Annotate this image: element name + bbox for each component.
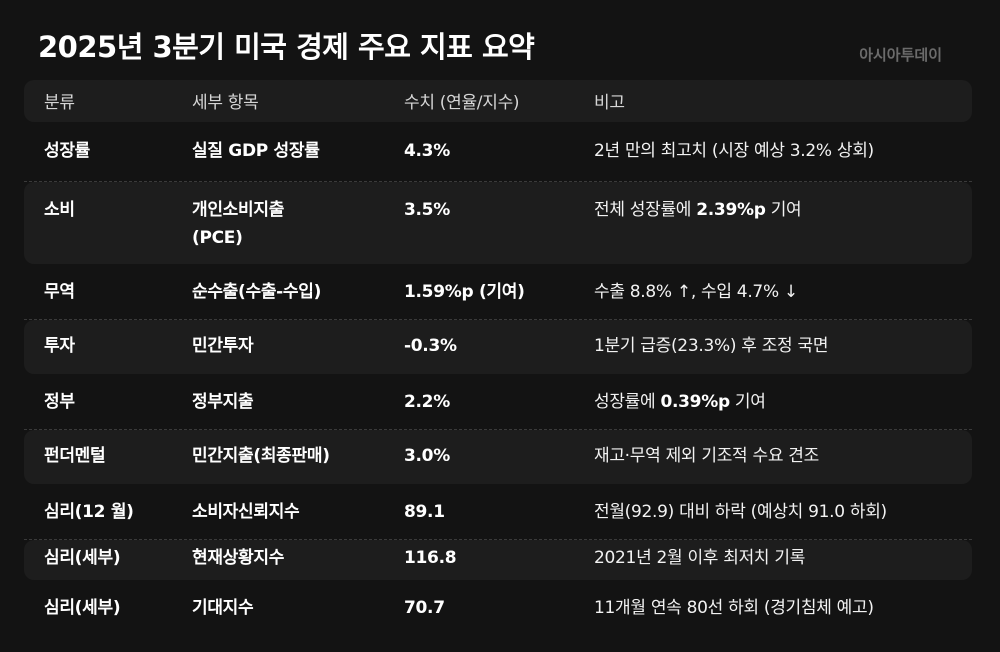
page-title: 2025년 3분기 미국 경제 주요 지표 요약 — [38, 30, 535, 64]
row-value: 70.7 — [404, 598, 445, 618]
row-value: 89.1 — [404, 502, 445, 522]
row-item: 개인소비지출 (PCE) — [192, 200, 285, 248]
row-item: 순수출(수출-수입) — [192, 282, 322, 302]
row-note: 2년 만의 최고치 (시장 예상 3.2% 상회) — [594, 141, 874, 161]
header-item: 세부 항목 — [192, 93, 259, 113]
row-note: 성장률에 0.39%p 기여 — [594, 392, 766, 412]
row-value: 116.8 — [404, 548, 457, 568]
row-category: 투자 — [44, 336, 75, 356]
source-watermark: 아시아투데이 — [859, 46, 942, 64]
row-value: 3.5% — [404, 200, 450, 220]
row-category: 심리(세부) — [44, 548, 121, 568]
row-value: -0.3% — [404, 336, 457, 356]
header-category: 분류 — [44, 93, 75, 113]
table-row: 심리(12 월) 소비자신뢰지수 89.1 전월(92.9) 대비 하락 (예상… — [24, 484, 972, 540]
row-item: 기대지수 — [192, 598, 254, 618]
table-row: 투자 민간투자 -0.3% 1분기 급증(23.3%) 후 조정 국면 — [24, 320, 972, 374]
row-item: 민간투자 — [192, 336, 254, 356]
row-value: 4.3% — [404, 141, 450, 161]
row-category: 무역 — [44, 282, 75, 302]
row-note: 수출 8.8% ↑, 수입 4.7% ↓ — [594, 282, 798, 302]
row-item: 민간지출(최종판매) — [192, 446, 330, 466]
row-item: 현재상황지수 — [192, 548, 285, 568]
row-value: 1.59%p (기여) — [404, 282, 525, 302]
row-item: 실질 GDP 성장률 — [192, 141, 320, 161]
table-row: 정부 정부지출 2.2% 성장률에 0.39%p 기여 — [24, 374, 972, 430]
table-row: 펀더멘털 민간지출(최종판매) 3.0% 재고·무역 제외 기조적 수요 견조 — [24, 430, 972, 484]
header-value: 수치 (연율/지수) — [404, 93, 520, 113]
table-row: 무역 순수출(수출-수입) 1.59%p (기여) 수출 8.8% ↑, 수입 … — [24, 264, 972, 320]
table-row: 심리(세부) 기대지수 70.7 11개월 연속 80선 하회 (경기침체 예고… — [24, 580, 972, 634]
indicator-table: 분류 세부 항목 수치 (연율/지수) 비고 성장률 실질 GDP 성장률 4.… — [24, 80, 972, 634]
table-header-row: 분류 세부 항목 수치 (연율/지수) 비고 — [24, 80, 972, 122]
row-note: 재고·무역 제외 기조적 수요 견조 — [594, 446, 819, 466]
row-note: 전월(92.9) 대비 하락 (예상치 91.0 하회) — [594, 502, 887, 522]
row-note: 1분기 급증(23.3%) 후 조정 국면 — [594, 336, 829, 356]
row-note: 전체 성장률에 2.39%p 기여 — [594, 200, 802, 220]
row-category: 심리(12 월) — [44, 502, 134, 522]
row-category: 소비 — [44, 200, 75, 220]
row-category: 펀더멘털 — [44, 446, 106, 466]
header-note: 비고 — [594, 93, 625, 113]
row-category: 성장률 — [44, 141, 91, 161]
row-category: 심리(세부) — [44, 598, 121, 618]
table-row: 소비 개인소비지출 (PCE) 3.5% 전체 성장률에 2.39%p 기여 — [24, 182, 972, 264]
row-category: 정부 — [44, 392, 75, 412]
row-item: 소비자신뢰지수 — [192, 502, 300, 522]
row-item: 정부지출 — [192, 392, 254, 412]
row-value: 2.2% — [404, 392, 450, 412]
table-row: 심리(세부) 현재상황지수 116.8 2021년 2월 이후 최저치 기록 — [24, 540, 972, 580]
table-row: 성장률 실질 GDP 성장률 4.3% 2년 만의 최고치 (시장 예상 3.2… — [24, 122, 972, 182]
row-note: 2021년 2월 이후 최저치 기록 — [594, 548, 806, 568]
row-value: 3.0% — [404, 446, 450, 466]
row-note: 11개월 연속 80선 하회 (경기침체 예고) — [594, 598, 874, 618]
